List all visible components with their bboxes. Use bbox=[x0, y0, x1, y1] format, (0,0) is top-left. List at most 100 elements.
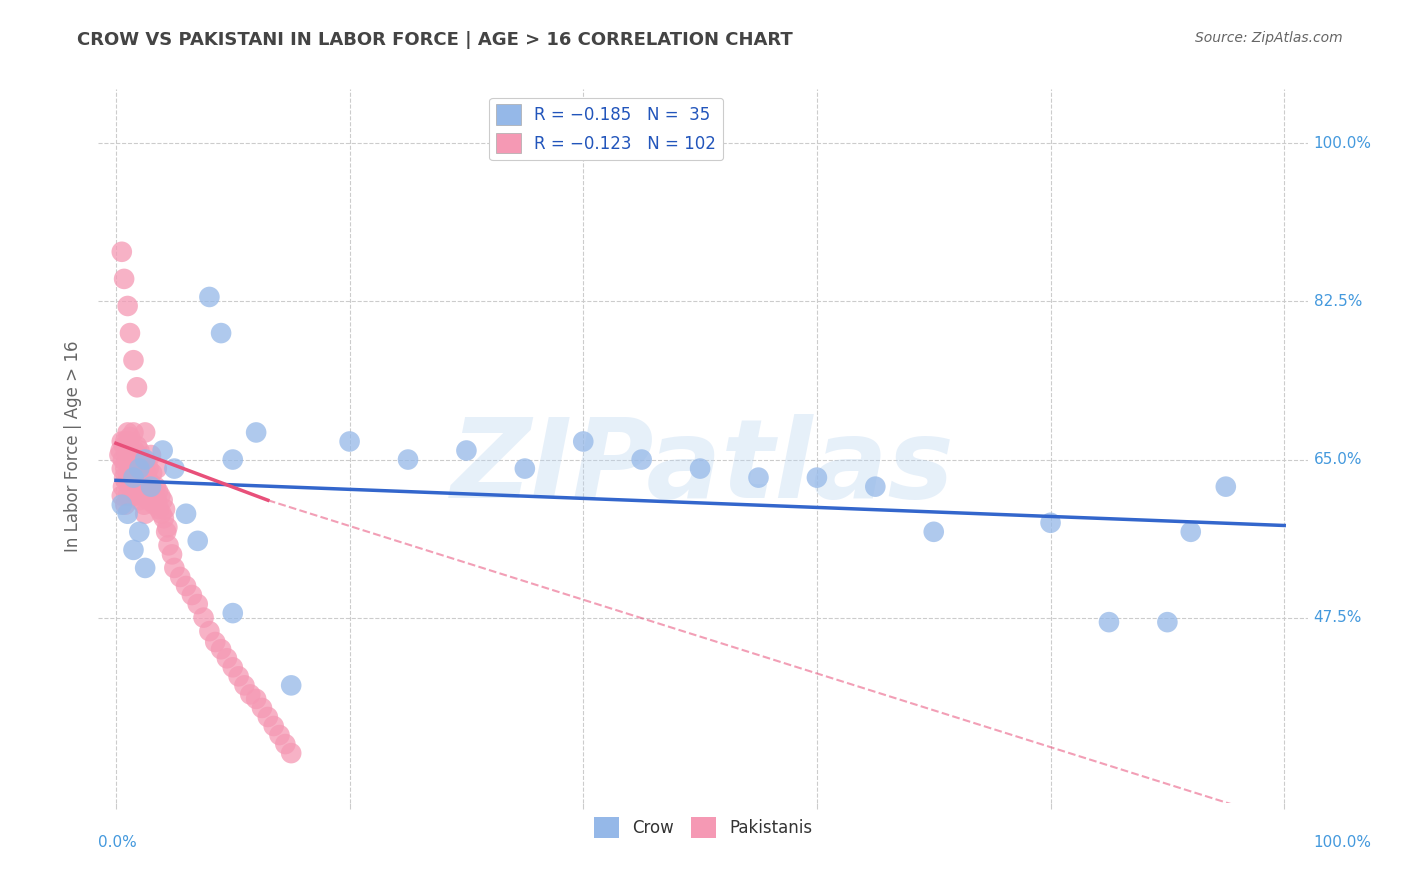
Point bbox=[132, 498, 155, 512]
Point bbox=[132, 461, 155, 475]
Point bbox=[118, 326, 141, 340]
Point bbox=[245, 425, 267, 440]
Point bbox=[120, 480, 142, 494]
Point bbox=[163, 461, 186, 475]
Point bbox=[222, 452, 245, 467]
Point bbox=[630, 452, 652, 467]
Point bbox=[193, 610, 215, 624]
Point bbox=[128, 461, 150, 475]
Point bbox=[122, 542, 145, 557]
Point bbox=[127, 448, 149, 462]
Point bbox=[121, 448, 143, 462]
Point bbox=[152, 443, 174, 458]
Point bbox=[117, 489, 139, 503]
Point bbox=[233, 678, 256, 692]
Point bbox=[153, 502, 176, 516]
Point bbox=[118, 430, 141, 444]
Point bbox=[111, 480, 134, 494]
Point bbox=[124, 475, 146, 490]
Point bbox=[245, 692, 267, 706]
Point bbox=[169, 570, 191, 584]
Point bbox=[134, 425, 156, 440]
Point bbox=[513, 461, 536, 475]
Point bbox=[174, 507, 197, 521]
Point bbox=[122, 480, 145, 494]
Point bbox=[174, 579, 197, 593]
Point bbox=[128, 461, 150, 475]
Point bbox=[1215, 480, 1237, 494]
Point bbox=[269, 728, 291, 742]
Point bbox=[138, 461, 160, 475]
Point bbox=[125, 380, 148, 394]
Point bbox=[136, 480, 159, 494]
Point bbox=[132, 489, 155, 503]
Point bbox=[215, 651, 238, 665]
Point bbox=[1156, 615, 1178, 629]
Point bbox=[118, 457, 141, 471]
Point bbox=[180, 588, 202, 602]
Point bbox=[129, 484, 152, 499]
Text: 65.0%: 65.0% bbox=[1313, 452, 1362, 467]
Text: 47.5%: 47.5% bbox=[1313, 610, 1362, 625]
Point bbox=[806, 470, 828, 484]
Point bbox=[146, 493, 169, 508]
Point bbox=[135, 466, 157, 480]
Point bbox=[396, 452, 419, 467]
Point bbox=[125, 439, 148, 453]
Point bbox=[1098, 615, 1121, 629]
Point bbox=[152, 493, 174, 508]
Text: 100.0%: 100.0% bbox=[1313, 835, 1372, 850]
Point bbox=[274, 737, 297, 751]
Point bbox=[134, 507, 156, 521]
Point bbox=[256, 710, 278, 724]
Point bbox=[142, 484, 165, 499]
Point bbox=[127, 484, 149, 499]
Point bbox=[157, 538, 180, 552]
Point bbox=[125, 489, 148, 503]
Text: 100.0%: 100.0% bbox=[1313, 136, 1372, 151]
Point bbox=[163, 561, 186, 575]
Point bbox=[209, 326, 232, 340]
Point bbox=[155, 524, 177, 539]
Point bbox=[149, 489, 172, 503]
Point bbox=[134, 561, 156, 575]
Point bbox=[160, 548, 183, 562]
Point bbox=[115, 443, 138, 458]
Point bbox=[111, 461, 134, 475]
Point bbox=[111, 452, 134, 467]
Point bbox=[118, 434, 141, 449]
Point bbox=[114, 498, 136, 512]
Point bbox=[132, 466, 155, 480]
Point bbox=[1039, 516, 1062, 530]
Point bbox=[114, 461, 136, 475]
Text: Source: ZipAtlas.com: Source: ZipAtlas.com bbox=[1195, 31, 1343, 45]
Point bbox=[128, 524, 150, 539]
Point bbox=[922, 524, 945, 539]
Point bbox=[114, 434, 136, 449]
Point bbox=[112, 470, 135, 484]
Point bbox=[138, 493, 160, 508]
Point bbox=[122, 448, 145, 462]
Point bbox=[209, 642, 232, 657]
Point bbox=[250, 701, 273, 715]
Point bbox=[1180, 524, 1202, 539]
Point bbox=[108, 448, 131, 462]
Point bbox=[110, 443, 132, 458]
Point bbox=[198, 624, 221, 639]
Point bbox=[339, 434, 361, 449]
Point bbox=[128, 493, 150, 508]
Point bbox=[125, 470, 148, 484]
Point bbox=[747, 470, 769, 484]
Point bbox=[153, 511, 176, 525]
Text: 0.0%: 0.0% bbox=[98, 835, 138, 850]
Point bbox=[122, 470, 145, 484]
Point bbox=[139, 475, 162, 490]
Point bbox=[689, 461, 711, 475]
Text: 82.5%: 82.5% bbox=[1313, 294, 1362, 309]
Point bbox=[117, 425, 139, 440]
Point bbox=[117, 448, 139, 462]
Point bbox=[280, 678, 302, 692]
Point bbox=[111, 489, 134, 503]
Point bbox=[122, 425, 145, 440]
Point bbox=[204, 635, 226, 649]
